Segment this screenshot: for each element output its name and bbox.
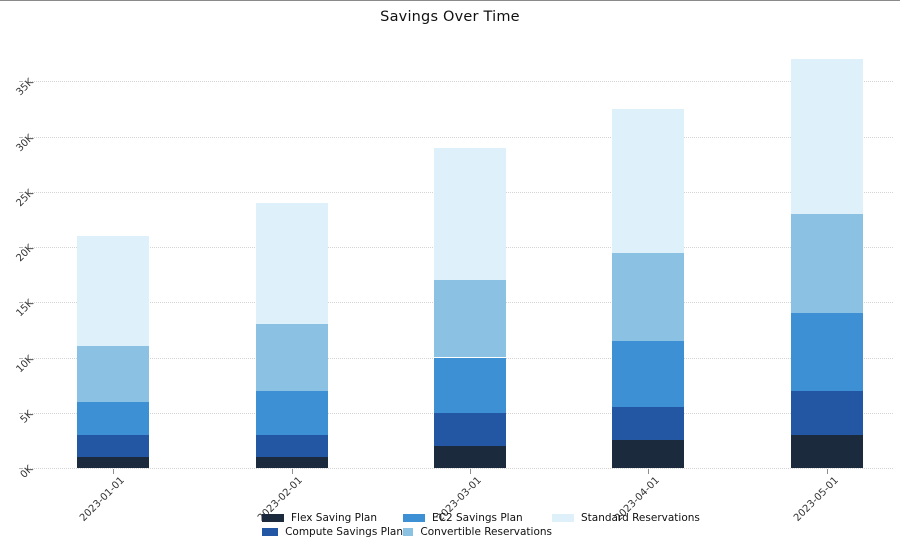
legend-item: Flex Saving Plan [262, 512, 403, 524]
y-tick-mark [19, 302, 23, 304]
bar-segment [612, 108, 685, 253]
bar-segment [255, 202, 328, 325]
y-tick-label: 5K [18, 408, 36, 426]
legend-column: Flex Saving Plan Compute Savings Plan [262, 512, 403, 538]
bar-segment [790, 213, 863, 314]
y-tick-mark [19, 81, 23, 83]
x-tick-mark [113, 469, 115, 474]
bar-segment [255, 324, 328, 391]
x-tick-label: 2023-01-01 [78, 475, 127, 524]
legend-swatch-icon [262, 514, 284, 522]
x-tick-mark [826, 469, 828, 474]
bar-segment [77, 346, 150, 402]
bar-segment [434, 357, 506, 413]
legend-item: EC2 Savings Plan [403, 512, 552, 524]
bar-segment [612, 252, 685, 341]
legend-swatch-icon [403, 528, 414, 536]
bar-segment [790, 390, 863, 435]
bar-segment [612, 407, 685, 441]
legend-label: Standard Reservations [581, 512, 700, 524]
bar-segment [790, 59, 863, 214]
legend-label: Flex Saving Plan [291, 512, 378, 524]
bar-segment [255, 434, 328, 457]
x-tick-mark [648, 469, 650, 474]
legend-swatch-icon [552, 514, 574, 522]
legend: Flex Saving Plan Compute Savings Plan EC2 … [262, 512, 712, 538]
gridline [24, 468, 893, 469]
y-tick-mark [19, 357, 23, 359]
bar-segment [790, 434, 863, 468]
bar-segment [77, 235, 150, 347]
y-tick-mark [19, 412, 23, 414]
x-tick-label: 2023-05-01 [791, 475, 841, 524]
bar-segment [434, 147, 506, 281]
gridline [24, 136, 893, 138]
bar-segment [77, 401, 150, 435]
y-tick-label: 0K [18, 463, 36, 481]
bar-segment [77, 434, 150, 457]
bar-segment [255, 456, 328, 468]
bar-segment [434, 412, 506, 446]
legend-label: Convertible Reservations [420, 526, 552, 538]
x-tick-mark [291, 469, 293, 474]
bar-segment [612, 440, 685, 468]
y-tick-mark [19, 191, 23, 193]
bar-segment [434, 445, 506, 468]
bar-segment [255, 390, 328, 435]
bar-segment [434, 280, 506, 358]
y-tick-mark [19, 468, 23, 469]
chart-title: Savings Over Time [380, 9, 520, 25]
legend-label: EC2 Savings Plan [432, 512, 523, 524]
y-tick-mark [19, 136, 23, 138]
legend-item: Convertible Reservations [403, 526, 552, 538]
legend-item: Standard Reservations [552, 512, 712, 524]
bar-segment [77, 456, 150, 468]
legend-item: Compute Savings Plan [262, 526, 403, 538]
gridline [24, 81, 893, 83]
legend-column: Standard Reservations [552, 512, 712, 524]
x-tick-mark [470, 469, 471, 474]
bar-segment [790, 313, 863, 391]
legend-swatch-icon [262, 528, 279, 536]
legend-swatch-icon [403, 514, 425, 522]
legend-label: Compute Savings Plan [285, 526, 403, 538]
y-tick-mark [19, 247, 23, 248]
bar-segment [612, 340, 685, 408]
legend-column: EC2 Savings Plan Convertible Reservations [403, 512, 552, 538]
